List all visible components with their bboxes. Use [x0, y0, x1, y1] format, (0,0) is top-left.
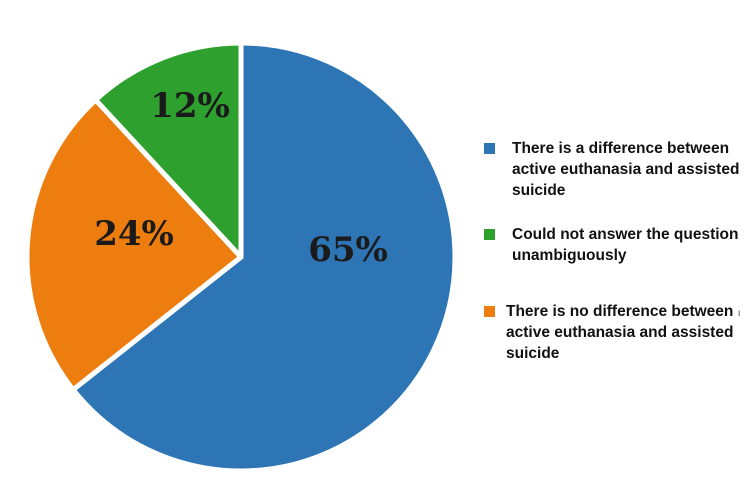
pie-slice-label-2: 12%	[150, 86, 230, 126]
stray-mark: ι	[738, 308, 741, 319]
legend-swatch-no-difference	[484, 306, 495, 317]
pie-slice-0	[70, 40, 458, 474]
pie-slice-1	[24, 97, 244, 393]
pie-slice-label-1: 24%	[94, 214, 174, 254]
legend-swatch-difference	[484, 143, 495, 154]
legend-swatch-unambiguous	[484, 229, 495, 240]
pie-slice-label-0: 65%	[308, 230, 388, 270]
pie-slice-2	[93, 40, 244, 260]
pie-chart: 65% 24% 12%	[24, 40, 458, 474]
legend-label-difference: There is a difference between active eut…	[512, 140, 740, 199]
legend-label-no-difference: There is no difference between active eu…	[506, 303, 734, 362]
legend-label-unambiguous: Could not answer the question unambiguou…	[512, 226, 739, 264]
